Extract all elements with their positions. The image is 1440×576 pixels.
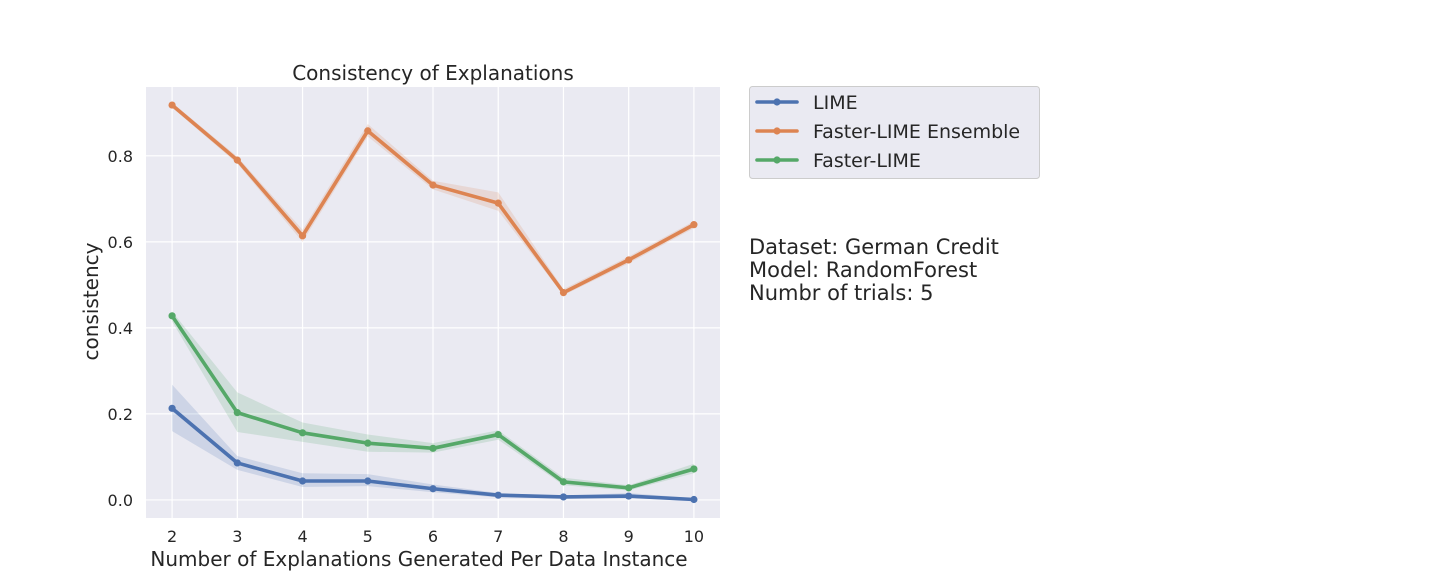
lime-point	[494, 491, 502, 499]
faster-lime-ensemble-point	[690, 221, 698, 229]
faster-lime-point	[429, 444, 437, 452]
legend: LIME Faster-LIME Ensemble Faster-LIME	[749, 86, 1040, 179]
chart-title: Consistency of Explanations	[292, 61, 574, 85]
legend-items: LIME Faster-LIME Ensemble Faster-LIME	[755, 92, 1020, 172]
faster-lime-point	[168, 312, 176, 320]
legend-label-faster-lime-ensemble: Faster-LIME Ensemble	[813, 121, 1020, 143]
legend-label-lime: LIME	[813, 92, 858, 114]
faster-lime-ensemble-point	[494, 199, 502, 207]
info-annotation: Dataset: German Credit Model: RandomFore…	[749, 235, 999, 305]
x-axis-title: Number of Explanations Generated Per Dat…	[150, 547, 687, 571]
lime-point	[168, 404, 176, 412]
x-tick-label: 6	[428, 527, 438, 546]
faster-lime-point	[364, 439, 372, 447]
legend-marker-faster-lime	[773, 156, 781, 164]
faster-lime-point	[494, 430, 502, 439]
lime-point	[298, 477, 307, 485]
x-tick-label: 7	[493, 527, 503, 546]
x-tick-label: 10	[684, 527, 704, 546]
y-tick-label: 0.2	[108, 405, 133, 424]
faster-lime-ensemble-point	[625, 256, 633, 264]
info-trials: Numbr of trials: 5	[749, 281, 934, 305]
y-tick-label: 0.6	[108, 233, 133, 252]
faster-lime-point	[298, 429, 307, 437]
x-tick-label: 2	[167, 527, 177, 546]
series-points	[168, 101, 698, 504]
y-axis-title: consistency	[79, 242, 103, 360]
tick-labels: 2 3 4 5 6 7 8 9 10 0.0 0.2 0.4 0.6 0.8	[108, 147, 705, 546]
grid	[146, 87, 720, 518]
info-dataset: Dataset: German Credit	[749, 235, 999, 259]
faster-lime-point	[625, 484, 633, 492]
faster-lime-point	[559, 478, 568, 486]
lime-point	[364, 477, 372, 485]
x-tick-label: 4	[297, 527, 307, 546]
legend-marker-lime	[773, 98, 781, 106]
x-tick-label: 5	[363, 527, 373, 546]
lime-point	[625, 492, 633, 500]
lime-point	[429, 485, 437, 493]
y-tick-label: 0.0	[108, 491, 133, 510]
info-model: Model: RandomForest	[749, 258, 977, 282]
lime-point	[690, 495, 698, 504]
y-tick-label: 0.8	[108, 147, 133, 166]
lime-point	[559, 493, 568, 501]
legend-box	[749, 86, 1040, 179]
faster-lime-ensemble-point	[298, 232, 307, 240]
faster-lime-ensemble-point	[559, 289, 568, 297]
x-tick-label: 8	[558, 527, 568, 546]
faster-lime-ensemble-point	[429, 181, 437, 189]
faster-lime-ensemble-point	[168, 101, 176, 109]
faster-lime-ensemble-point	[233, 156, 241, 164]
legend-marker-faster-lime-ensemble	[773, 127, 781, 135]
legend-label-faster-lime: Faster-LIME	[813, 150, 921, 172]
y-tick-label: 0.4	[108, 319, 133, 338]
lime-point	[233, 459, 241, 467]
faster-lime-ensemble-point	[364, 127, 372, 135]
faster-lime-point	[690, 465, 698, 473]
x-tick-label: 9	[624, 527, 634, 546]
faster-lime-point	[233, 409, 241, 417]
x-tick-label: 3	[232, 527, 242, 546]
